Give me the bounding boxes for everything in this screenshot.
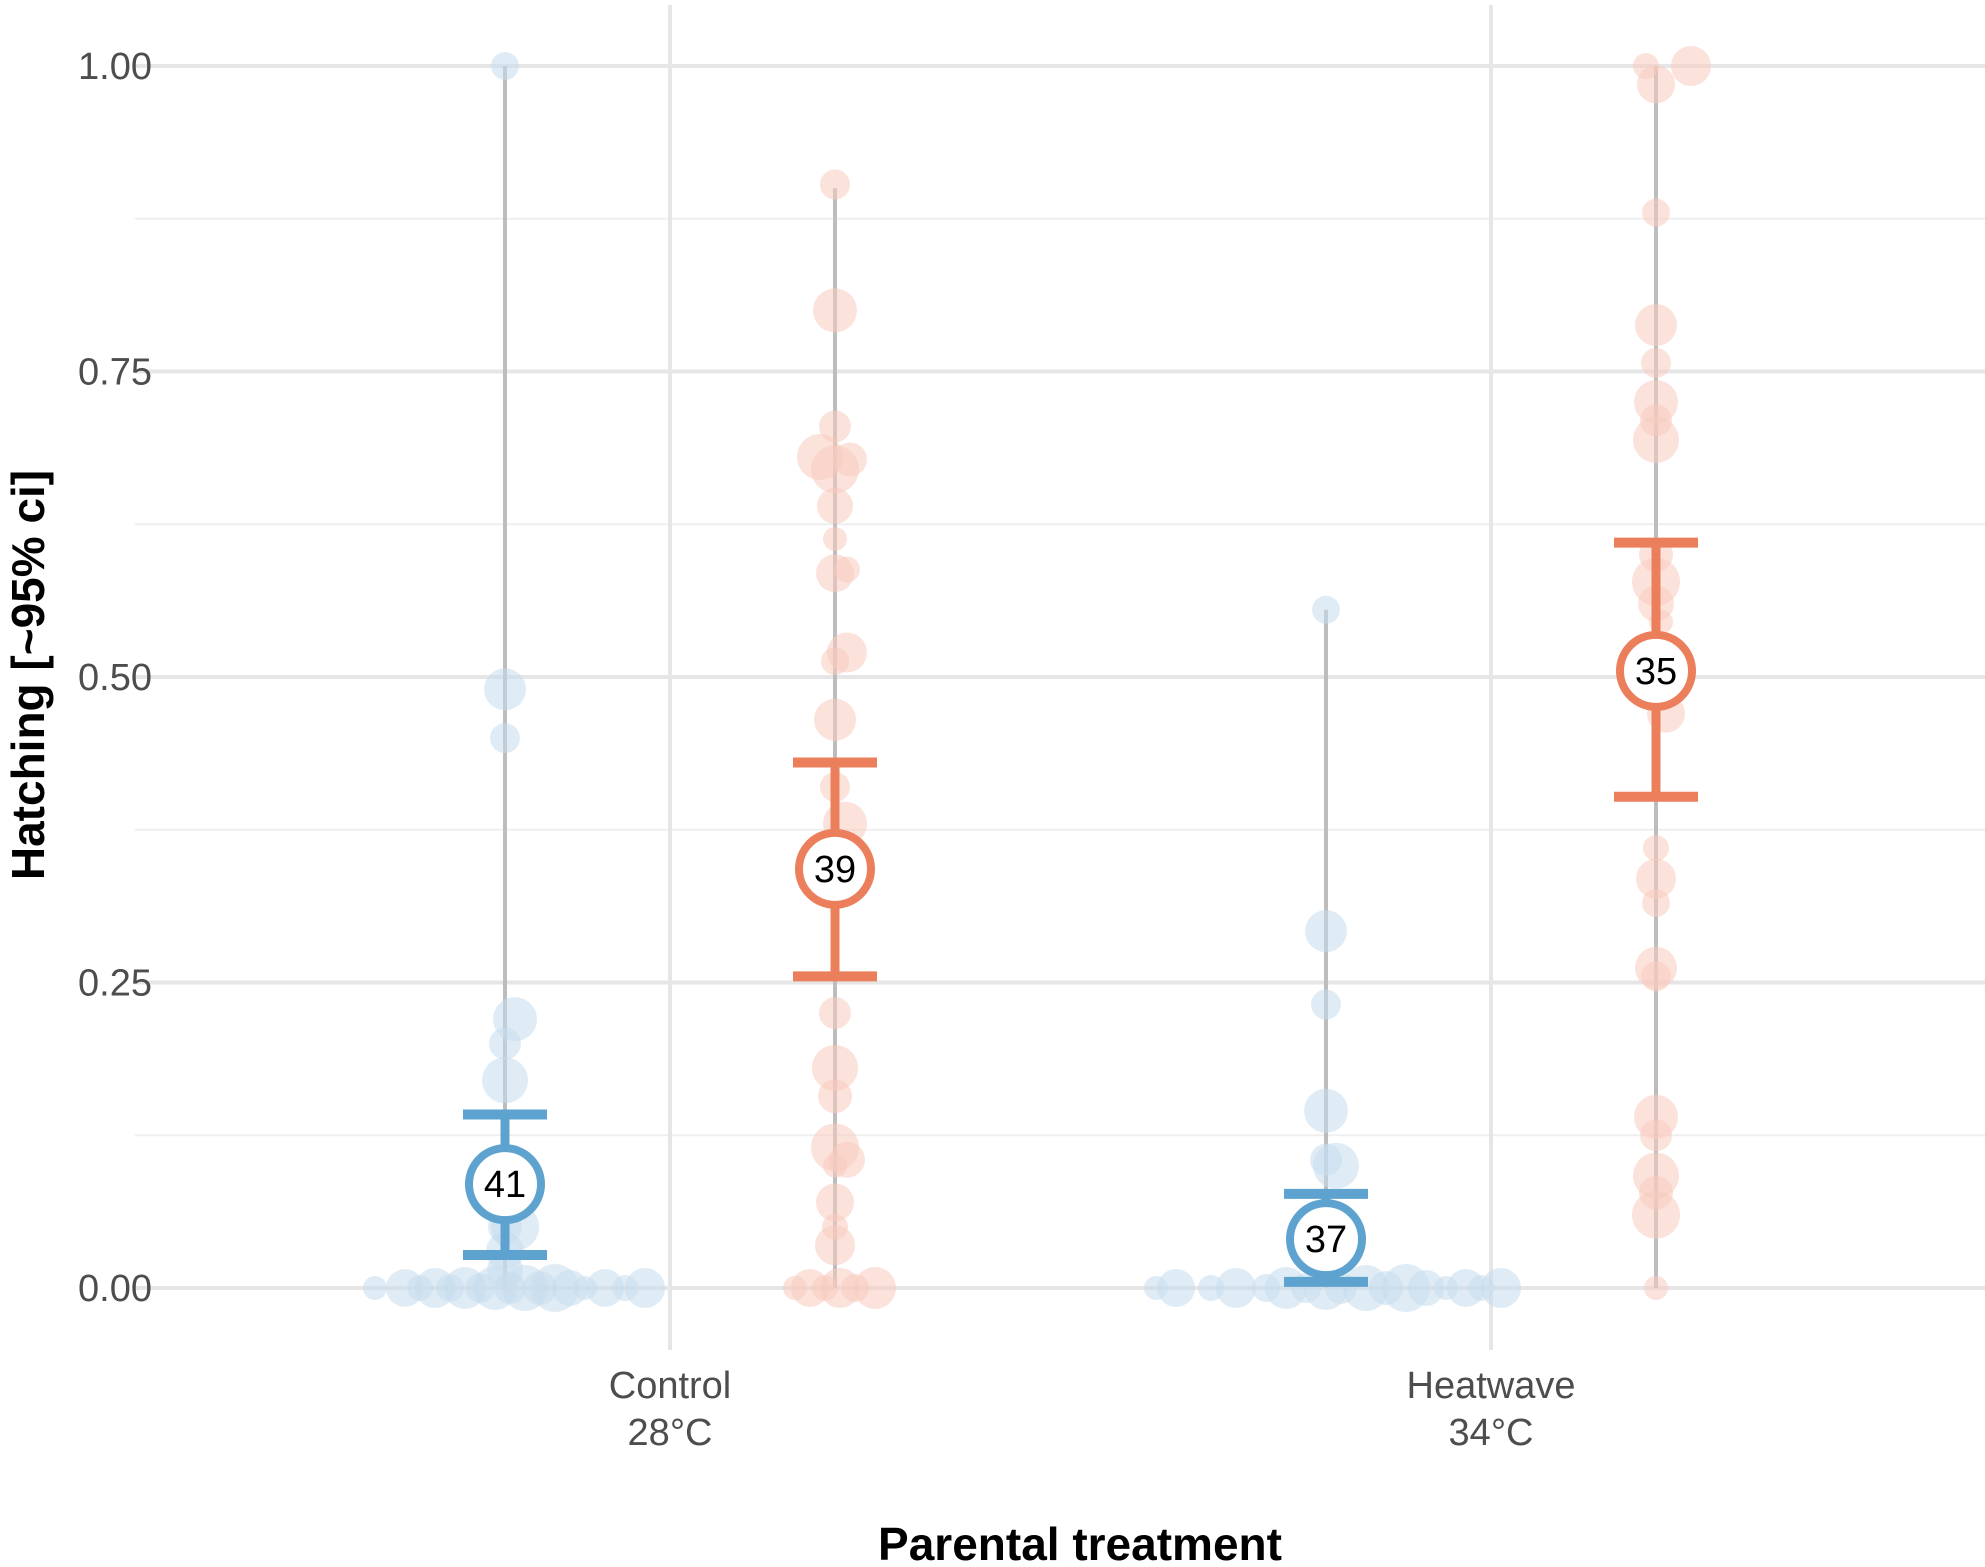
data-point — [815, 1225, 855, 1266]
data-point — [482, 1057, 528, 1104]
data-point — [1304, 1088, 1348, 1133]
data-point — [1632, 1190, 1680, 1239]
data-point — [821, 647, 849, 676]
y-tick-label: 1.00 — [78, 46, 152, 88]
data-point — [1635, 304, 1677, 347]
y-tick-label: 0.00 — [78, 1268, 152, 1310]
data-point — [820, 169, 850, 200]
x-axis-title: Parental treatment — [878, 1518, 1282, 1567]
y-tick-labels: 0.00 0.25 0.50 0.75 1.00 — [78, 46, 152, 1310]
data-point — [854, 1267, 896, 1309]
data-point — [1305, 910, 1347, 953]
data-point — [363, 1276, 387, 1300]
data-point — [1157, 1269, 1195, 1307]
data-point — [1311, 989, 1341, 1020]
mean-ci-summaries: 41 39 37 35 — [463, 537, 1698, 1287]
data-point — [484, 668, 526, 711]
data-point — [814, 698, 856, 741]
data-point — [1313, 1142, 1359, 1189]
mean-marker — [795, 828, 875, 909]
data-point — [817, 487, 853, 524]
mean-marker — [1286, 1199, 1366, 1280]
data-point — [1312, 595, 1340, 624]
data-point — [586, 1269, 624, 1307]
data-point — [1671, 46, 1711, 86]
mean-marker — [1616, 630, 1696, 711]
sample-size-label: 35 — [1635, 651, 1677, 693]
data-point — [491, 52, 519, 80]
data-point — [816, 1183, 854, 1222]
data-point — [1642, 889, 1670, 918]
sample-size-label: 39 — [814, 849, 856, 891]
data-point — [1641, 347, 1671, 378]
x-tick-label: Heatwave — [1407, 1365, 1576, 1407]
data-point — [1644, 1276, 1668, 1300]
data-point — [1633, 416, 1679, 463]
grid — [135, 5, 1985, 1350]
data-point — [813, 288, 857, 333]
data-point — [489, 1027, 521, 1060]
data-point — [1641, 961, 1671, 992]
mean-marker — [465, 1144, 545, 1225]
data-point — [1642, 198, 1670, 227]
y-axis-title: Hatching [~95% ci] — [2, 470, 54, 880]
data-point — [834, 556, 860, 583]
y-tick-label: 0.75 — [78, 352, 152, 394]
data-point — [625, 1268, 665, 1308]
data-point — [1481, 1268, 1521, 1308]
data-point — [818, 1079, 852, 1114]
y-tick-label: 0.25 — [78, 963, 152, 1005]
data-point — [490, 723, 520, 754]
data-point — [1633, 53, 1659, 79]
data-point — [819, 410, 851, 443]
data-point — [1636, 858, 1676, 899]
sample-size-label: 37 — [1305, 1219, 1347, 1261]
y-tick-label: 0.50 — [78, 657, 152, 699]
sample-size-label: 41 — [484, 1164, 526, 1206]
data-point — [1216, 1268, 1256, 1308]
data-point — [811, 445, 859, 494]
x-tick-label: 28°C — [628, 1412, 713, 1454]
data-point — [1408, 1270, 1444, 1306]
data-point — [823, 526, 847, 551]
x-tick-labels: Control 28°C Heatwave 34°C — [609, 1365, 1576, 1454]
x-tick-label: Control — [609, 1365, 732, 1407]
data-point — [1643, 835, 1669, 862]
data-point — [819, 997, 851, 1030]
x-tick-label: 34°C — [1449, 1412, 1534, 1454]
data-point — [812, 1045, 858, 1092]
data-point — [823, 1153, 847, 1178]
data-point — [1640, 1119, 1672, 1152]
